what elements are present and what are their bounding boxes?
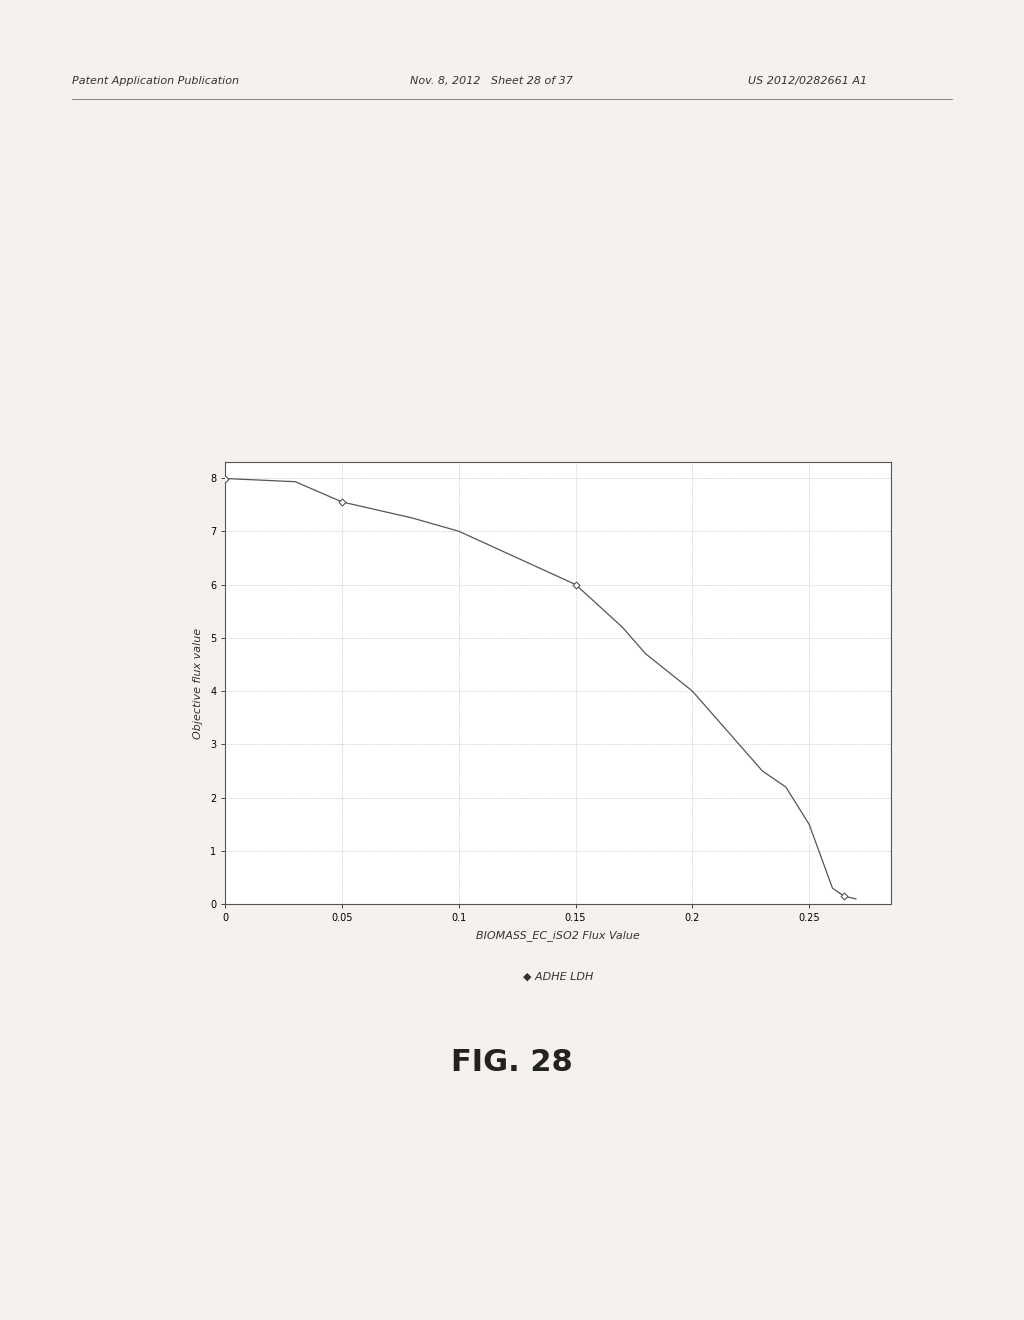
Text: Patent Application Publication: Patent Application Publication [72, 77, 239, 87]
Text: Nov. 8, 2012   Sheet 28 of 37: Nov. 8, 2012 Sheet 28 of 37 [410, 77, 572, 87]
Y-axis label: Objective flux value: Objective flux value [194, 627, 203, 739]
Text: ◆ ADHE LDH: ◆ ADHE LDH [523, 972, 593, 982]
Text: US 2012/0282661 A1: US 2012/0282661 A1 [748, 77, 866, 87]
Text: FIG. 28: FIG. 28 [452, 1048, 572, 1077]
X-axis label: BIOMASS_EC_iSO2 Flux Value: BIOMASS_EC_iSO2 Flux Value [476, 931, 640, 941]
